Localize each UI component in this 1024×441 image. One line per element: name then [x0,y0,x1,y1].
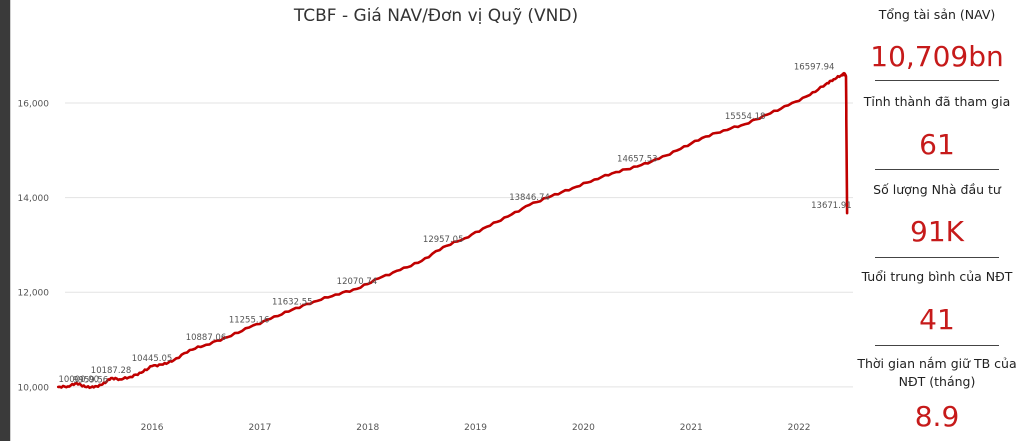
data-label: 13846.74 [509,193,550,203]
x-tick-label: 2017 [248,423,271,433]
kpi-label-provinces: Tỉnh thành đã tham gia [863,94,1011,109]
data-labels: 10000.009959.5610187.2810445.0510887.061… [58,63,851,386]
data-label: 10445.05 [132,354,173,364]
kpi-label-total-assets: Tổng tài sản (NAV) [878,7,996,22]
kpi-value-holding-time: 8.9 [914,400,960,433]
x-tick-label: 2019 [464,423,487,433]
data-label: 14657.53 [617,155,658,165]
kpi-label-investors: Số lượng Nhà đầu tư [873,182,1001,197]
kpi-value-average-age: 41 [919,303,955,336]
data-label: 9959.56 [73,375,108,385]
x-tick-label: 2020 [572,423,595,433]
kpi-panel: Tổng tài sản (NAV) 10,709bn Tỉnh thành đ… [850,0,1024,441]
data-label: 16597.94 [794,63,835,73]
y-tick-label: 10,000 [18,383,50,393]
y-tick-label: 14,000 [18,194,50,204]
kpi-label-holding-time-line2: NĐT (tháng) [898,374,976,389]
nav-series [56,71,849,390]
kpi-value-total-assets: 10,709bn [870,40,1004,73]
kpi-label-average-age: Tuổi trung bình của NĐT [861,269,1013,284]
kpi-separator [875,80,999,81]
series-line-nav [56,71,849,390]
data-label: 15554.18 [725,112,766,122]
kpi-separator [875,345,999,346]
data-label: 12957.05 [423,235,464,245]
kpi-separator [875,169,999,170]
chart-title: TCBF - Giá NAV/Đơn vị Quỹ (VND) [293,6,579,26]
x-tick-label: 2022 [788,423,811,433]
data-label: 13671.91 [811,201,852,211]
kpi-separator [875,257,999,258]
data-label: 10887.06 [186,333,227,343]
data-label: 11255.16 [229,315,270,325]
x-tick-label: 2021 [680,423,703,433]
x-tick-label: 2016 [141,423,164,433]
chart-panel: TCBF - Giá NAV/Đơn vị Quỹ (VND) 10,000 12… [10,0,1024,441]
y-tick-label: 16,000 [18,99,50,109]
data-label: 10000.00 [58,375,99,385]
data-label: 12070.74 [337,277,378,287]
y-tick-label: 12,000 [18,289,50,299]
data-label: 10187.28 [91,366,132,376]
grid-lines [65,102,853,388]
x-tick-label: 2018 [356,423,379,433]
data-label: 11632.55 [272,298,313,308]
kpi-value-provinces: 61 [919,128,955,161]
y-axis-ticks: 10,000 12,000 14,000 16,000 [18,99,50,393]
kpi-label-holding-time-line1: Thời gian nắm giữ TB của [857,356,1017,371]
x-axis-ticks: 2016 2017 2018 2019 2020 2021 2022 [141,423,811,433]
kpi-value-investors: 91K [910,215,964,248]
